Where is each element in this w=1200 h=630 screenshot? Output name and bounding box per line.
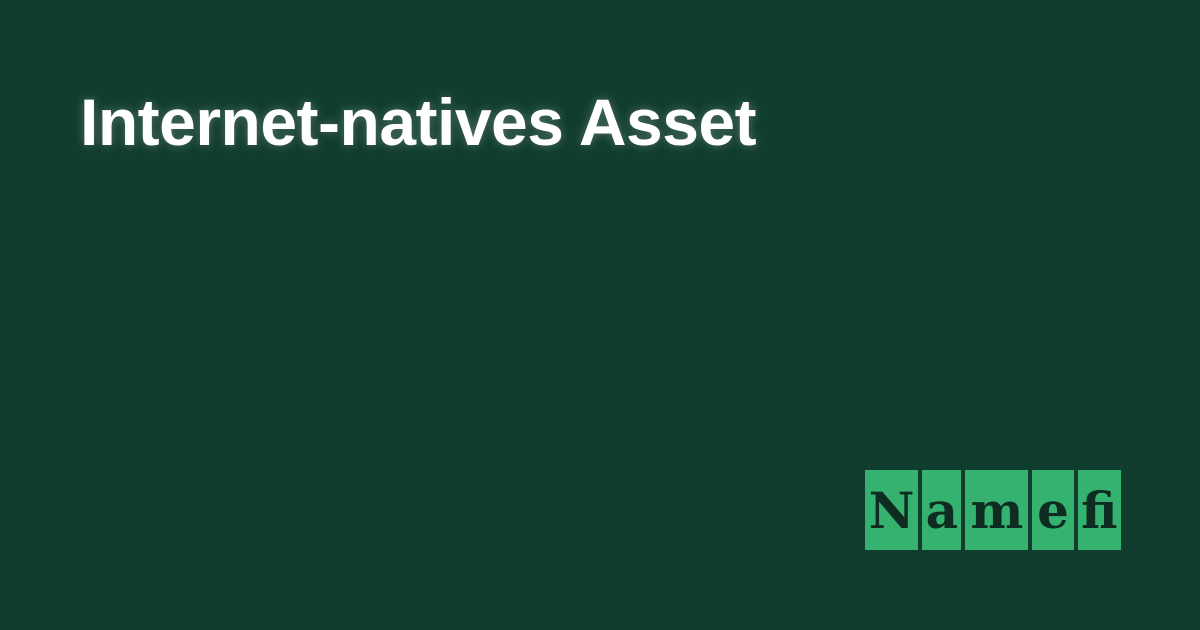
logo-tile-fi: fi (1077, 470, 1121, 550)
logo-tile-a: a (922, 470, 962, 550)
logo-tile-n: N (865, 470, 919, 550)
headline: Internet-natives Asset (80, 85, 757, 159)
logo-tile-m: m (965, 470, 1029, 550)
namefi-logo: N a m e fi (865, 470, 1121, 550)
logo-tile-e: e (1032, 470, 1074, 550)
